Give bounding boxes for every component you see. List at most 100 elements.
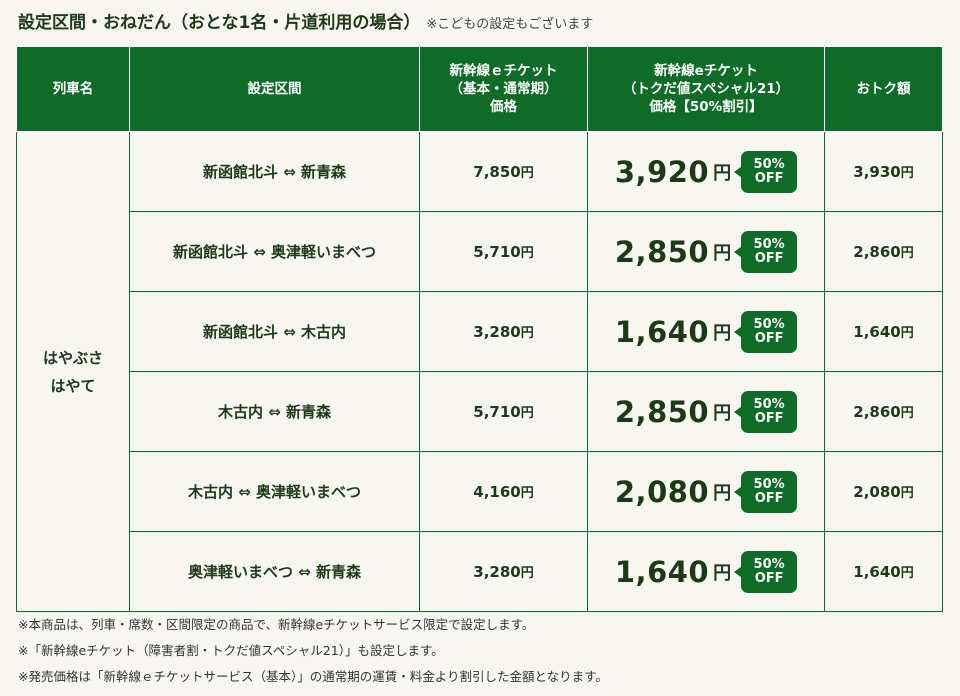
saving-value: 2,860 [853, 403, 901, 421]
yen-unit: 円 [900, 486, 914, 501]
special-price-value: 2,850 [614, 394, 710, 429]
saving-cell: 1,640円 [824, 291, 943, 372]
yen-unit: 円 [713, 562, 732, 584]
yen-unit: 円 [713, 402, 732, 424]
basic-price-cell: 7,850円 [419, 131, 588, 212]
section-cell: 木古内 ⇔ 奥津軽いまべつ [129, 451, 420, 532]
footnote: ※本商品は、列車・席数・区間限定の商品で、新幹線eチケットサービス限定で設定しま… [18, 617, 535, 632]
basic-price-cell: 4,160円 [419, 451, 588, 532]
saving-cell: 2,080円 [824, 451, 943, 532]
special-price-value: 3,920 [614, 154, 710, 189]
basic-price-cell: 5,710円 [419, 371, 588, 452]
badge-off: OFF [754, 490, 784, 506]
discount-badge: 50% OFF [734, 470, 798, 513]
fare-table: 列車名 設定区間 新幹線ｅチケット （基本・通常期） 価格 新幹線eチケット （… [16, 46, 943, 612]
yen-unit: 円 [520, 246, 534, 261]
saving-value: 1,640 [853, 563, 901, 581]
saving-cell: 2,860円 [824, 211, 943, 292]
footnotes: ※本商品は、列車・席数・区間限定の商品で、新幹線eチケットサービス限定で設定しま… [18, 612, 608, 690]
badge-off: OFF [754, 570, 784, 586]
basic-price-value: 4,160 [473, 483, 521, 501]
yen-unit: 円 [900, 406, 914, 421]
header-basic-line2: （基本・通常期） [449, 81, 558, 97]
yen-unit: 円 [520, 166, 534, 181]
header-basic-price: 新幹線ｅチケット （基本・通常期） 価格 [419, 46, 588, 132]
saving-cell: 1,640円 [824, 531, 943, 612]
yen-unit: 円 [900, 166, 914, 181]
saving-value: 3,930 [853, 163, 901, 181]
header-saving: おトク額 [824, 46, 943, 132]
basic-price-cell: 5,710円 [419, 211, 588, 292]
badge-percent: 50% [753, 476, 785, 492]
section-cell: 新函館北斗 ⇔ 奥津軽いまべつ [129, 211, 420, 292]
yen-unit: 円 [520, 406, 534, 421]
badge-percent: 50% [753, 396, 785, 412]
basic-price-value: 5,710 [473, 243, 521, 261]
special-price-cell: 1,640 円 50% OFF [587, 531, 825, 612]
train-name-hayabusa: はやぶさ [42, 348, 103, 367]
discount-badge: 50% OFF [734, 230, 798, 273]
basic-price-cell: 3,280円 [419, 531, 588, 612]
saving-cell: 2,860円 [824, 371, 943, 452]
badge-percent: 50% [753, 156, 785, 172]
yen-unit: 円 [713, 322, 732, 344]
yen-unit: 円 [520, 326, 534, 341]
discount-badge: 50% OFF [734, 390, 798, 433]
yen-unit: 円 [520, 486, 534, 501]
section-cell: 奥津軽いまべつ ⇔ 新青森 [129, 531, 420, 612]
heading: 設定区間・おねだん（おとな1名・片道利用の場合） ※こどもの設定もございます [18, 8, 593, 36]
header-special-line2: （トクだ値スペシャル21） [622, 81, 790, 97]
header-section: 設定区間 [129, 46, 420, 132]
basic-price-value: 3,280 [473, 563, 521, 581]
header-basic-line1: 新幹線ｅチケット [449, 63, 558, 79]
yen-unit: 円 [900, 246, 914, 261]
yen-unit: 円 [713, 242, 732, 264]
yen-unit: 円 [900, 326, 914, 341]
badge-off: OFF [754, 410, 784, 426]
header-special-line3: 価格【50%割引】 [649, 99, 763, 115]
section-cell: 新函館北斗 ⇔ 新青森 [129, 131, 420, 212]
header-basic-line3: 価格 [490, 99, 517, 115]
discount-badge: 50% OFF [734, 310, 798, 353]
special-price-cell: 2,850 円 50% OFF [587, 211, 825, 292]
table-row: 奥津軽いまべつ ⇔ 新青森 3,280円 1,640 円 50% OFF 1,640円 [17, 531, 943, 612]
badge-percent: 50% [753, 556, 785, 572]
special-price-cell: 3,920 円 50% OFF [587, 131, 825, 212]
header-special-line1: 新幹線eチケット [654, 63, 758, 79]
section-cell: 木古内 ⇔ 新青森 [129, 371, 420, 452]
special-price-cell: 1,640 円 50% OFF [587, 291, 825, 372]
section-cell: 新函館北斗 ⇔ 木古内 [129, 291, 420, 372]
table-row: 新函館北斗 ⇔ 奥津軽いまべつ 5,710円 2,850 円 50% OFF 2,860円 [17, 211, 943, 292]
discount-badge: 50% OFF [734, 150, 798, 193]
discount-badge: 50% OFF [734, 550, 798, 593]
saving-cell: 3,930円 [824, 131, 943, 212]
special-price-value: 1,640 [614, 314, 710, 349]
footnote: ※「新幹線eチケット（障害者割・トクだ値スペシャル21）」も設定します。 [18, 643, 444, 658]
basic-price-value: 5,710 [473, 403, 521, 421]
table-row: はやぶさ はやて 新函館北斗 ⇔ 新青森 7,850円 3,920 円 50% OFF 3,93… [16, 131, 943, 612]
header-train: 列車名 [16, 46, 130, 132]
yen-unit: 円 [713, 482, 732, 504]
table-row: 新函館北斗 ⇔ 木古内 3,280円 1,640 円 50% OFF 1,640円 [17, 291, 943, 372]
table-header-row: 列車名 設定区間 新幹線ｅチケット （基本・通常期） 価格 新幹線eチケット （… [16, 46, 943, 132]
special-price-value: 2,850 [614, 234, 710, 269]
child-fare-note: ※こどもの設定もございます [426, 17, 594, 32]
badge-off: OFF [754, 250, 784, 266]
basic-price-value: 3,280 [473, 323, 521, 341]
badge-percent: 50% [753, 316, 785, 332]
saving-value: 1,640 [853, 323, 901, 341]
header-special-price: 新幹線eチケット （トクだ値スペシャル21） 価格【50%割引】 [587, 46, 825, 132]
train-name-hayate: はやて [50, 376, 96, 395]
saving-value: 2,080 [853, 483, 901, 501]
page-title: 設定区間・おねだん（おとな1名・片道利用の場合） [18, 13, 421, 33]
special-price-value: 1,640 [614, 554, 710, 589]
basic-price-cell: 3,280円 [419, 291, 588, 372]
saving-value: 2,860 [853, 243, 901, 261]
badge-off: OFF [754, 170, 784, 186]
special-price-cell: 2,080 円 50% OFF [587, 451, 825, 532]
table-row: 木古内 ⇔ 新青森 5,710円 2,850 円 50% OFF 2,860円 [17, 371, 943, 452]
yen-unit: 円 [900, 566, 914, 581]
badge-off: OFF [754, 330, 784, 346]
basic-price-value: 7,850 [473, 163, 521, 181]
yen-unit: 円 [520, 566, 534, 581]
